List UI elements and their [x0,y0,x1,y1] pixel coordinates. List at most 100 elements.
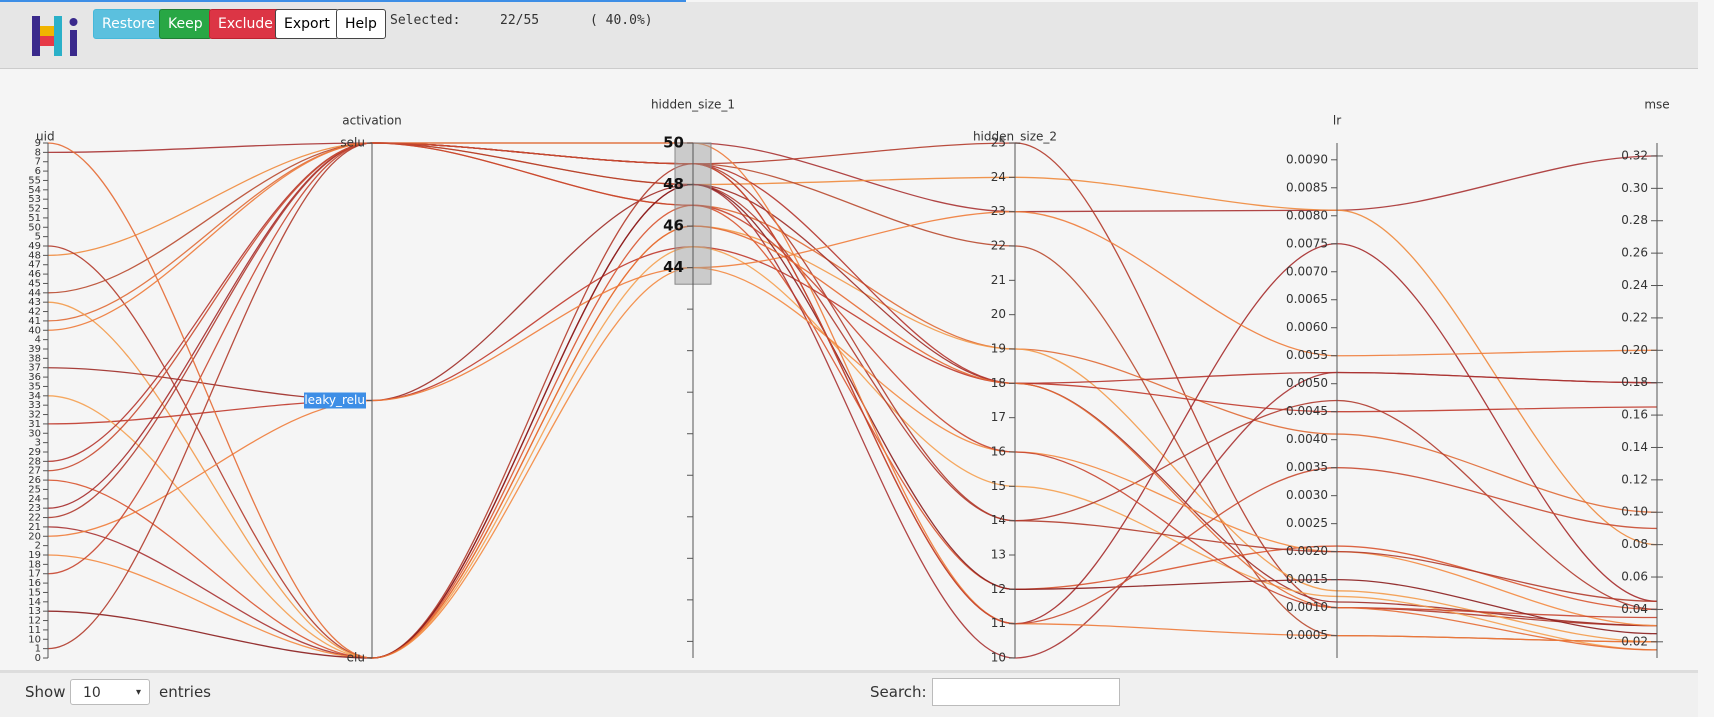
tick-label: 44 [663,258,684,276]
tick-label: 0.0005 [1286,628,1328,642]
selected-percent: ( 40.0%) [590,13,653,28]
category-label: 50 [28,222,41,233]
search-input[interactable] [932,678,1120,706]
axis-title: uid [36,130,55,144]
tick-label: 12 [991,582,1006,596]
tick-label: 24 [991,170,1006,184]
select-arrow: ▾ [135,687,141,698]
tick-label: 0.18 [1621,375,1648,389]
data-line [47,142,1658,643]
category-label: 19 [28,550,41,561]
tick-label: 0.0040 [1286,432,1328,446]
category-label: 42 [28,307,41,318]
category-label: 31 [28,419,41,430]
category-label: 0 [35,653,41,664]
tick-label: 18 [991,376,1006,390]
restore-button[interactable]: Restore [93,9,165,39]
tick-label: 0.0020 [1286,544,1328,558]
category-label: 37 [28,363,41,374]
tick-label: 0.28 [1621,213,1648,227]
data-line [47,142,1658,625]
category-label: 29 [28,447,41,458]
category-label: 28 [28,456,41,467]
category-label: 3 [35,438,41,449]
tick-label: 0.20 [1621,343,1648,357]
category-label: 30 [28,428,41,439]
selected-count: 22/55 [500,13,540,28]
tick-label: 19 [991,342,1006,356]
category-label: 17 [28,569,41,580]
tick-label: 14 [991,513,1006,527]
page-size: 10 [83,685,101,701]
tick-label: 23 [991,204,1006,218]
data-line [47,142,1658,659]
category-label: elu [347,651,365,665]
keep-button[interactable]: Keep [159,9,212,39]
axis-title: mse [1644,98,1669,112]
tick-label: 0.0065 [1286,292,1328,306]
category-label: 48 [28,250,41,261]
category-label: 51 [28,213,41,224]
data-line [47,142,1658,650]
selected-category [304,392,366,409]
data-line [47,183,1658,659]
category-label: 32 [28,410,41,421]
show-label: Show [25,683,66,701]
category-label: 16 [28,578,41,589]
category-label: 54 [28,185,41,196]
exclude-button[interactable]: Exclude [209,9,282,39]
category-label: 8 [35,147,41,158]
parallel-chart: uid9876555453525150549484746454443424140… [28,98,1669,665]
tick-label: 0.0080 [1286,208,1328,222]
data-line [47,142,1658,659]
category-label: 41 [28,316,41,327]
category-label: 18 [28,559,41,570]
tick-label: 0.0025 [1286,516,1328,530]
data-line [47,142,1658,463]
tick-label: 25 [991,136,1006,150]
tick-label: 0.22 [1621,310,1648,324]
tick-label: 0.14 [1621,440,1648,454]
tick-label: 50 [663,134,684,152]
tick-label: 0.26 [1621,246,1648,260]
axis-title: hidden_size_1 [651,98,735,112]
category-label: 39 [28,344,41,355]
tick-label: 0.24 [1621,278,1648,292]
category-label: 47 [28,260,41,271]
tick-label: 0.0070 [1286,264,1328,278]
tick-label: 48 [663,175,684,193]
category-label: 4 [35,335,41,346]
category-label: 52 [28,204,41,215]
page-size-select[interactable]: 10 ▾ [70,679,150,705]
category-label: 46 [28,269,41,280]
category-label: 9 [35,138,41,149]
tick-label: 0.0010 [1286,600,1328,614]
entries-label: entries [159,683,211,701]
category-label: 34 [28,391,41,402]
category-label: 40 [28,325,41,336]
category-label: 10 [28,634,41,645]
tick-label: 0.06 [1621,570,1648,584]
tick-label: 0.02 [1621,634,1648,648]
category-label: 25 [28,484,41,495]
data-line [47,142,1658,611]
data-line [47,246,1658,425]
category-label: 7 [35,157,41,168]
category-label: 11 [28,625,41,636]
data-line [47,225,1658,659]
category-label: 22 [28,513,41,524]
tick-label: 0.04 [1621,602,1648,616]
tick-label: 0.0045 [1286,404,1328,418]
axis-title: hidden_size_2 [973,130,1057,144]
tick-label: 0.0050 [1286,376,1328,390]
tick-label: 13 [991,548,1006,562]
export-button[interactable]: Export [275,9,339,39]
logo [32,16,78,56]
tick-label: 0.12 [1621,472,1648,486]
category-label: 13 [28,606,41,617]
category-label: 35 [28,381,41,392]
category-label: 38 [28,353,41,364]
help-button[interactable]: Help [336,9,386,39]
footer: Show 10 ▾ entries Search: [0,670,1698,717]
category-label: 36 [28,372,41,383]
